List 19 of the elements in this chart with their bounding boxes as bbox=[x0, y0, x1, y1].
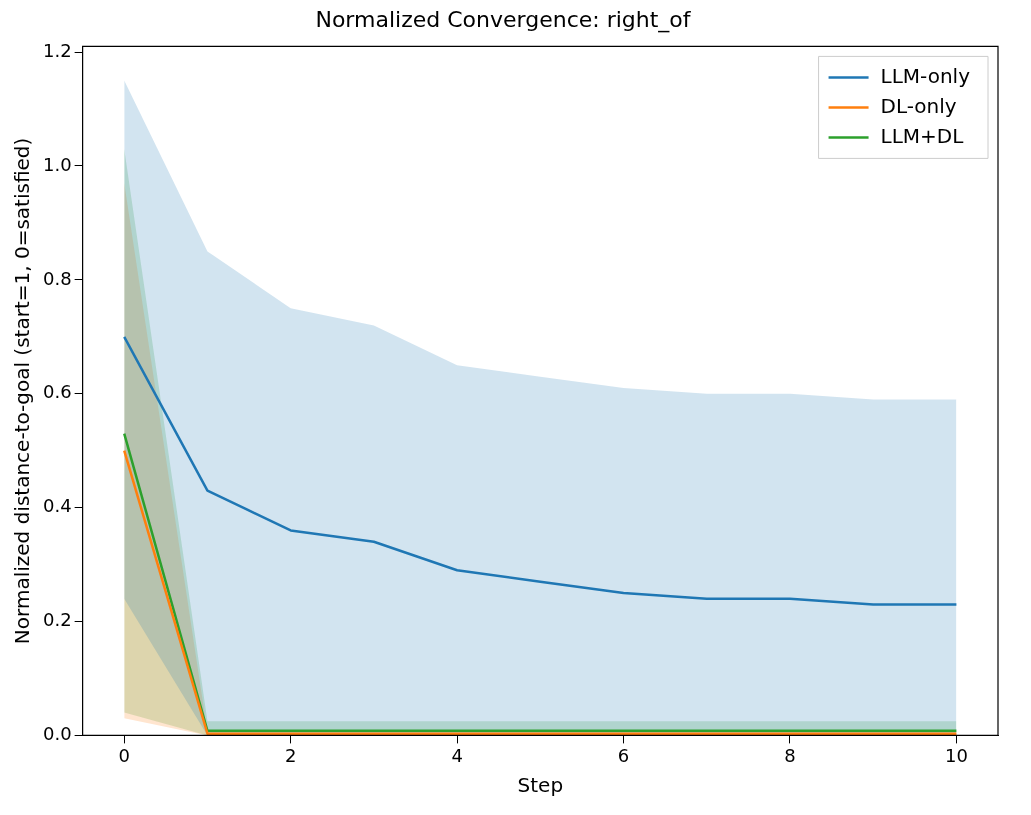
x-axis-title: Step bbox=[517, 773, 564, 798]
legend-label: LLM-only bbox=[880, 63, 971, 88]
x-tick-label: 2 bbox=[284, 744, 297, 766]
y-tick-label: 0.8 bbox=[42, 267, 72, 289]
x-tick-label: 0 bbox=[118, 744, 130, 766]
y-tick-label: 1.0 bbox=[42, 153, 72, 175]
legend-label: LLM+DL bbox=[880, 123, 965, 148]
y-axis-title: Normalized distance-to-goal (start=1, 0=satisfied) bbox=[10, 137, 35, 645]
y-tick-label: 0.6 bbox=[42, 381, 72, 403]
y-tick-label: 0.2 bbox=[42, 609, 72, 631]
x-tick-label: 10 bbox=[944, 744, 968, 766]
x-tick-label: 6 bbox=[617, 744, 630, 766]
chart-title: Normalized Convergence: right_of bbox=[315, 6, 692, 33]
y-tick-label: 0.0 bbox=[42, 723, 72, 745]
x-tick-label: 4 bbox=[451, 744, 463, 766]
legend-label: DL-only bbox=[880, 93, 957, 118]
y-tick-label: 1.2 bbox=[42, 39, 72, 61]
x-tick-label: 8 bbox=[784, 744, 796, 766]
y-tick-label: 0.4 bbox=[42, 495, 72, 517]
